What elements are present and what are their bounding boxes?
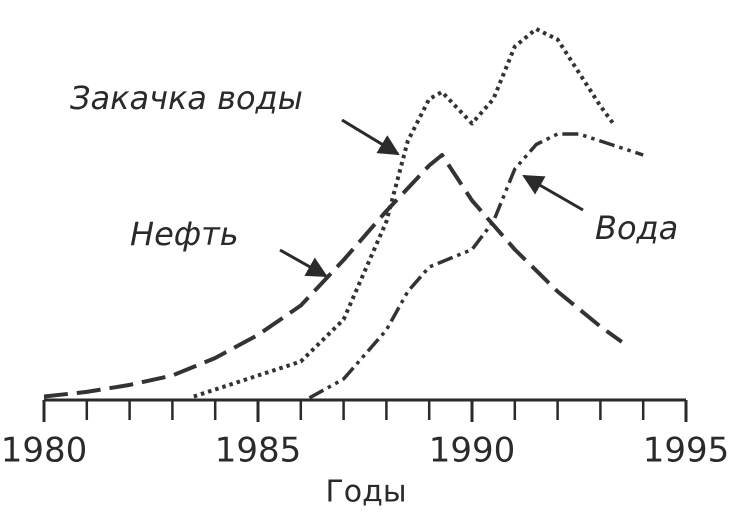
- x-axis-label: Годы: [325, 475, 406, 510]
- arrow: [279, 248, 328, 278]
- data-line: [193, 27, 615, 399]
- x-tick-label: 1995: [643, 431, 730, 471]
- x-tick-label: 1985: [215, 431, 302, 471]
- annotation-arrows: [279, 118, 584, 278]
- arrow: [522, 174, 584, 212]
- series-label: Закачка воды: [70, 79, 303, 117]
- data-line: [308, 132, 644, 400]
- arrow: [341, 118, 400, 156]
- series-label: Вода: [595, 209, 678, 247]
- data-line: [43, 153, 623, 399]
- x-tick-label: 1990: [429, 431, 516, 471]
- x-tick-label: 1980: [1, 431, 88, 471]
- series-label: Нефть: [130, 215, 239, 253]
